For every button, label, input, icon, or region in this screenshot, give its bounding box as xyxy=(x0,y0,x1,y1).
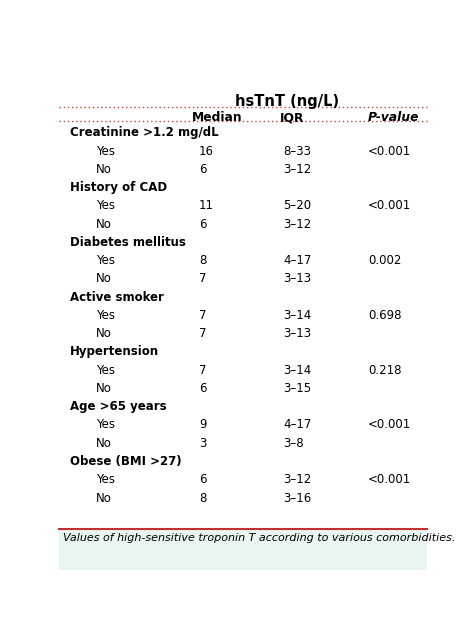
Text: Yes: Yes xyxy=(96,309,115,322)
Text: No: No xyxy=(96,217,112,231)
Text: P-value: P-value xyxy=(368,112,419,124)
Text: 4–17: 4–17 xyxy=(283,419,312,431)
Text: No: No xyxy=(96,327,112,340)
Text: IQR: IQR xyxy=(280,112,304,124)
Text: 0.002: 0.002 xyxy=(368,254,401,267)
Text: 6: 6 xyxy=(199,163,206,176)
Text: Yes: Yes xyxy=(96,363,115,377)
Text: 7: 7 xyxy=(199,327,206,340)
Text: 7: 7 xyxy=(199,272,206,285)
Text: Active smoker: Active smoker xyxy=(70,290,164,304)
Text: 3–12: 3–12 xyxy=(283,163,311,176)
Text: <0.001: <0.001 xyxy=(368,473,411,487)
Text: 3–16: 3–16 xyxy=(283,492,311,504)
Text: 3–15: 3–15 xyxy=(283,382,311,395)
Text: <0.001: <0.001 xyxy=(368,199,411,212)
Text: 6: 6 xyxy=(199,473,206,487)
Text: No: No xyxy=(96,437,112,450)
Text: 7: 7 xyxy=(199,309,206,322)
Text: 3–13: 3–13 xyxy=(283,272,311,285)
Text: History of CAD: History of CAD xyxy=(70,181,167,194)
Text: 0.218: 0.218 xyxy=(368,363,401,377)
Text: <0.001: <0.001 xyxy=(368,144,411,158)
Text: 8–33: 8–33 xyxy=(283,144,311,158)
Text: Median: Median xyxy=(191,112,242,124)
Text: Yes: Yes xyxy=(96,144,115,158)
Text: 6: 6 xyxy=(199,217,206,231)
Text: 3–14: 3–14 xyxy=(283,309,311,322)
Text: 11: 11 xyxy=(199,199,214,212)
Text: 7: 7 xyxy=(199,363,206,377)
Text: 8: 8 xyxy=(199,254,206,267)
Text: 3–13: 3–13 xyxy=(283,327,311,340)
Text: 8: 8 xyxy=(199,492,206,504)
Text: Creatinine >1.2 mg/dL: Creatinine >1.2 mg/dL xyxy=(70,126,219,139)
Text: <0.001: <0.001 xyxy=(368,419,411,431)
Text: No: No xyxy=(96,492,112,504)
Text: No: No xyxy=(96,382,112,395)
Text: 6: 6 xyxy=(199,382,206,395)
Text: 9: 9 xyxy=(199,419,206,431)
Text: 3–12: 3–12 xyxy=(283,217,311,231)
Text: Values of high-sensitive troponin T according to various comorbidities.: Values of high-sensitive troponin T acco… xyxy=(63,533,456,544)
Text: 5–20: 5–20 xyxy=(283,199,311,212)
Text: No: No xyxy=(96,272,112,285)
Text: Yes: Yes xyxy=(96,419,115,431)
Text: Yes: Yes xyxy=(96,199,115,212)
Text: Hypertension: Hypertension xyxy=(70,345,159,358)
Text: 16: 16 xyxy=(199,144,214,158)
Text: 3–12: 3–12 xyxy=(283,473,311,487)
Text: No: No xyxy=(96,163,112,176)
Text: 4–17: 4–17 xyxy=(283,254,312,267)
Text: Age >65 years: Age >65 years xyxy=(70,400,167,413)
Text: 3: 3 xyxy=(199,437,206,450)
Text: 0.698: 0.698 xyxy=(368,309,401,322)
Text: Obese (BMI >27): Obese (BMI >27) xyxy=(70,455,182,468)
Text: Yes: Yes xyxy=(96,473,115,487)
Text: 3–14: 3–14 xyxy=(283,363,311,377)
Text: Diabetes mellitus: Diabetes mellitus xyxy=(70,236,186,249)
Text: hsTnT (ng/L): hsTnT (ng/L) xyxy=(235,94,339,109)
Bar xyxy=(59,529,427,570)
Text: 3–8: 3–8 xyxy=(283,437,304,450)
Text: Yes: Yes xyxy=(96,254,115,267)
